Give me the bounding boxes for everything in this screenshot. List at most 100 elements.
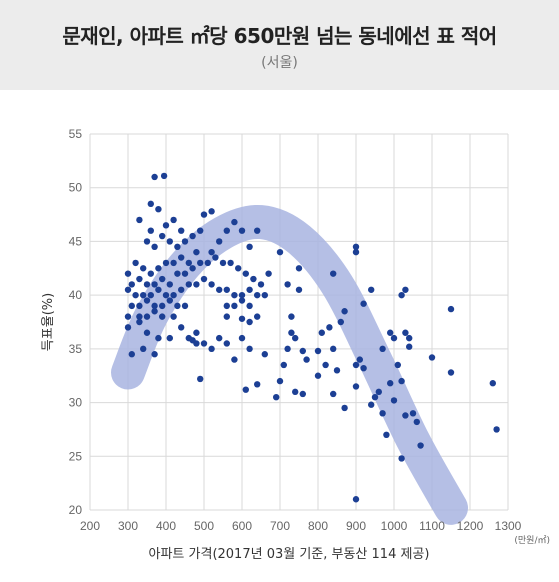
x-tick-label: 500 bbox=[194, 519, 214, 533]
data-point bbox=[193, 329, 200, 336]
data-point bbox=[387, 380, 394, 387]
data-point bbox=[288, 329, 295, 336]
data-point bbox=[189, 337, 196, 344]
x-tick-label: 600 bbox=[232, 519, 252, 533]
x-tick-label: 1300 bbox=[495, 519, 522, 533]
data-point bbox=[299, 390, 306, 398]
y-tick-label: 30 bbox=[69, 396, 83, 410]
data-point bbox=[219, 259, 227, 267]
data-point bbox=[330, 270, 337, 277]
data-point bbox=[143, 313, 151, 320]
data-point bbox=[402, 286, 409, 293]
data-point bbox=[352, 248, 360, 256]
data-point bbox=[208, 345, 215, 353]
x-tick-label: 300 bbox=[118, 519, 138, 533]
data-point bbox=[174, 270, 181, 277]
data-point bbox=[159, 313, 166, 320]
data-point bbox=[189, 232, 196, 240]
data-point bbox=[238, 334, 246, 342]
data-point bbox=[136, 318, 143, 326]
data-point bbox=[231, 302, 238, 310]
data-point bbox=[489, 380, 496, 387]
data-point bbox=[280, 361, 287, 369]
data-point bbox=[299, 347, 306, 355]
data-point bbox=[128, 302, 135, 310]
data-point bbox=[238, 297, 246, 304]
x-unit-label: (만원/㎡) bbox=[514, 535, 550, 546]
data-point bbox=[250, 275, 257, 283]
data-point bbox=[151, 351, 158, 358]
data-point bbox=[398, 377, 405, 385]
data-point bbox=[208, 281, 215, 288]
data-point bbox=[223, 340, 230, 347]
data-point bbox=[368, 401, 375, 408]
data-point bbox=[231, 356, 238, 363]
data-point bbox=[128, 281, 135, 288]
data-point bbox=[493, 426, 500, 433]
data-point bbox=[197, 227, 204, 234]
x-tick-label: 900 bbox=[346, 519, 366, 533]
data-point bbox=[330, 345, 337, 353]
data-point bbox=[140, 291, 147, 299]
data-point bbox=[162, 222, 170, 229]
data-point bbox=[124, 313, 132, 320]
data-point bbox=[181, 238, 189, 245]
data-point bbox=[178, 324, 185, 331]
header-banner: 문재인, 아파트 ㎡당 650만원 넘는 동네에선 표 적어 (서울) bbox=[0, 0, 559, 90]
data-point bbox=[216, 334, 223, 342]
page-title: 문재인, 아파트 ㎡당 650만원 넘는 동네에선 표 적어 bbox=[62, 24, 497, 48]
data-point bbox=[166, 281, 173, 288]
data-point bbox=[159, 232, 166, 240]
data-point bbox=[136, 216, 143, 224]
data-point bbox=[428, 354, 436, 361]
data-point bbox=[390, 334, 398, 342]
data-point bbox=[174, 302, 181, 310]
data-point bbox=[140, 265, 147, 272]
data-point bbox=[166, 238, 173, 245]
data-point bbox=[447, 369, 455, 376]
data-point bbox=[246, 286, 253, 293]
data-point bbox=[124, 324, 132, 331]
data-point bbox=[147, 270, 154, 277]
data-point bbox=[368, 286, 375, 293]
x-tick-label: 1000 bbox=[381, 519, 408, 533]
data-point bbox=[390, 397, 398, 404]
data-point bbox=[284, 281, 291, 288]
data-point bbox=[185, 281, 192, 288]
data-point bbox=[398, 291, 405, 299]
data-point bbox=[238, 227, 246, 234]
y-tick-label: 35 bbox=[69, 342, 83, 356]
data-point bbox=[326, 324, 333, 331]
data-point bbox=[136, 302, 143, 310]
data-point bbox=[193, 281, 200, 288]
data-point bbox=[204, 259, 211, 267]
data-point bbox=[140, 345, 147, 353]
y-tick-label: 25 bbox=[69, 449, 83, 463]
data-point bbox=[147, 200, 154, 208]
data-point bbox=[162, 259, 170, 267]
data-point bbox=[155, 265, 162, 272]
data-point bbox=[197, 259, 204, 267]
data-point bbox=[162, 291, 170, 299]
trend-band bbox=[111, 204, 468, 525]
data-point bbox=[151, 308, 158, 315]
data-point bbox=[379, 345, 386, 353]
data-point bbox=[360, 364, 367, 372]
data-point bbox=[231, 218, 238, 226]
data-point bbox=[174, 243, 181, 250]
data-point bbox=[254, 227, 261, 234]
data-point bbox=[147, 227, 154, 234]
data-point bbox=[160, 172, 168, 180]
data-point bbox=[318, 329, 325, 336]
data-point bbox=[246, 243, 253, 250]
data-point bbox=[261, 291, 268, 299]
data-point bbox=[170, 216, 177, 224]
data-point bbox=[246, 302, 253, 310]
data-point bbox=[261, 351, 268, 358]
data-point bbox=[155, 206, 162, 213]
data-point bbox=[341, 404, 348, 412]
data-point bbox=[447, 305, 455, 313]
y-tick-label: 40 bbox=[69, 288, 83, 302]
page-subtitle: (서울) bbox=[261, 55, 298, 71]
data-point bbox=[143, 238, 151, 245]
